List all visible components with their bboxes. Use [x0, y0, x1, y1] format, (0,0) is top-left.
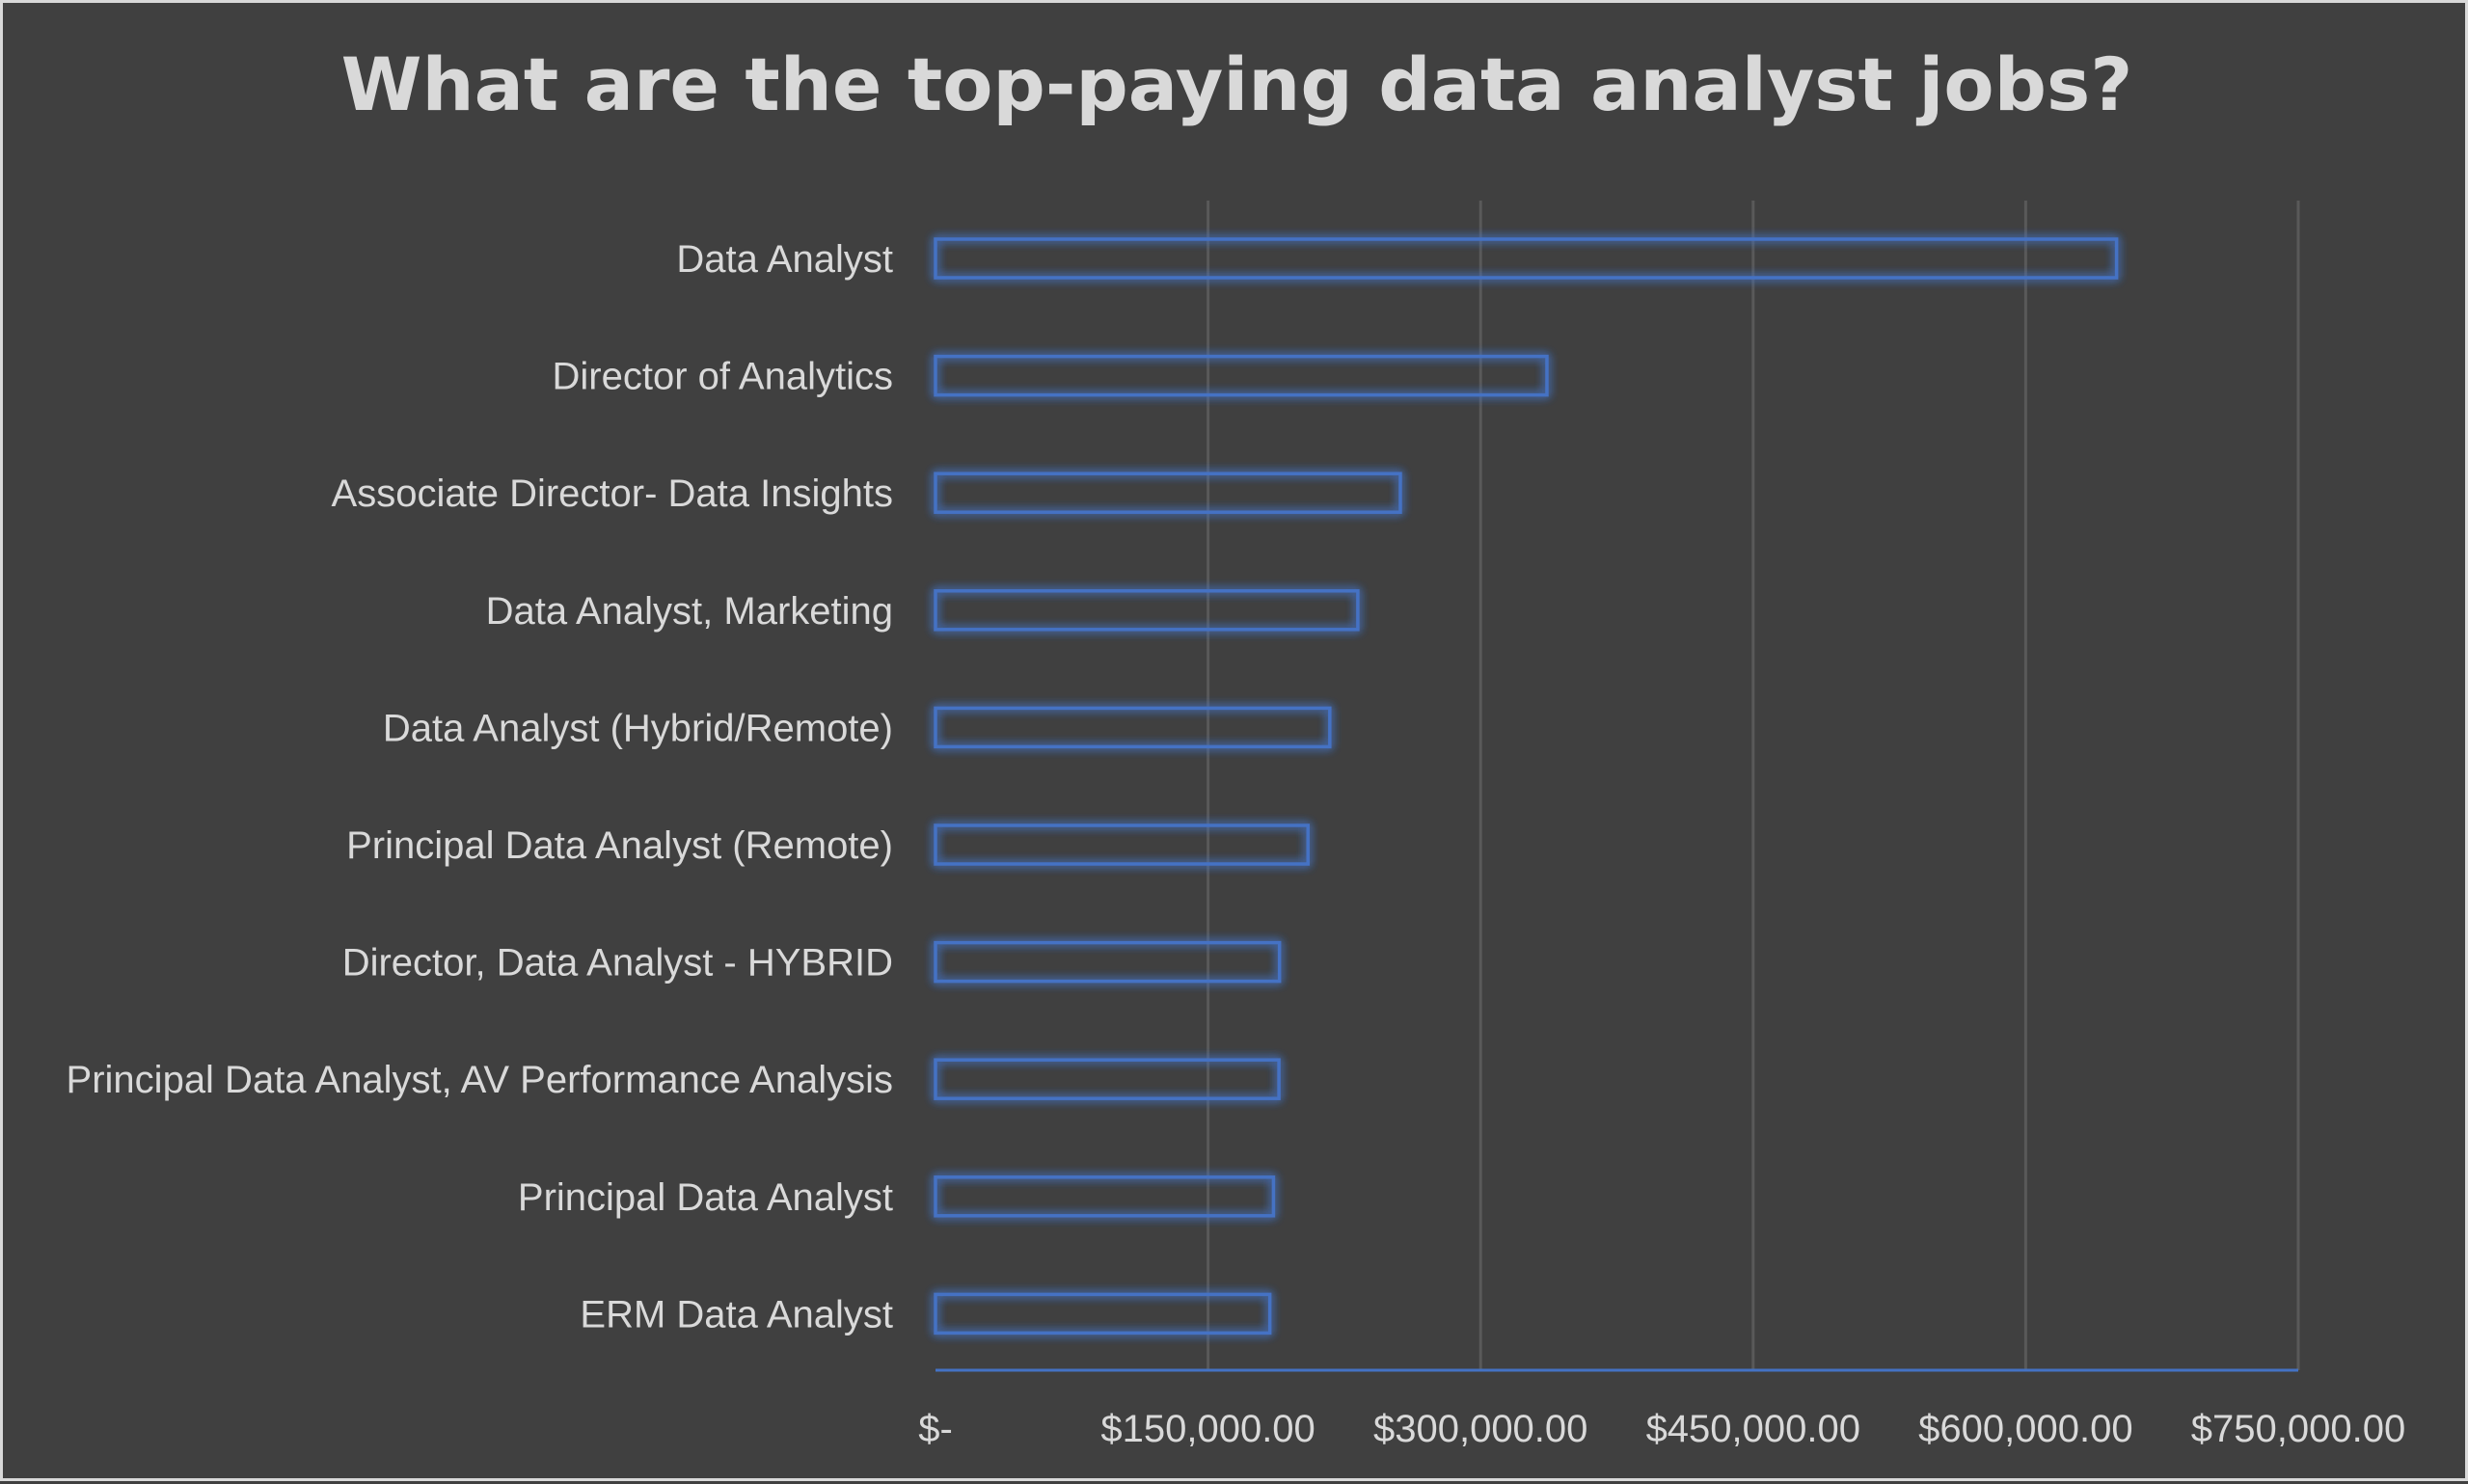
x-tick-labels: $- $150,000.00 $300,000.00 $450,000.00 $600,…: [918, 1408, 2405, 1450]
category-labels: Data Analyst Director of Analytics Associa…: [67, 238, 893, 1336]
bar: [934, 237, 2119, 280]
bar: [934, 354, 1549, 397]
category-label: Principal Data Analyst: [518, 1176, 893, 1219]
bars: [934, 237, 2119, 1336]
bar: [934, 706, 1332, 749]
bar: [934, 1292, 1272, 1336]
category-label: Associate Director- Data Insights: [332, 472, 893, 515]
bar: [934, 589, 1360, 632]
x-tick-label: $600,000.00: [1918, 1408, 2132, 1450]
category-label: Principal Data Analyst (Remote): [346, 824, 893, 867]
category-label: Director of Analytics: [553, 356, 893, 398]
gridlines: [936, 201, 2300, 1372]
chart-title: What are the top-paying data analyst job…: [340, 41, 2133, 127]
x-tick-label: $150,000.00: [1100, 1408, 1315, 1450]
bar-chart-plot: Data Analyst Director of Analytics Associa…: [67, 201, 2405, 1450]
category-label: Data Analyst: [676, 238, 893, 281]
x-tick-label: $450,000.00: [1646, 1408, 1860, 1450]
category-label: Director, Data Analyst - HYBRID: [342, 942, 893, 985]
x-tick-label: $750,000.00: [2191, 1408, 2405, 1450]
bar: [934, 472, 1402, 514]
category-label: Data Analyst, Marketing: [486, 590, 893, 633]
x-tick-label: $-: [918, 1408, 953, 1450]
category-label: Data Analyst (Hybrid/Remote): [383, 707, 893, 749]
bar: [934, 823, 1310, 866]
bar: [934, 1058, 1281, 1100]
bar: [934, 1175, 1276, 1218]
x-tick-label: $300,000.00: [1373, 1408, 1587, 1450]
category-label: ERM Data Analyst: [580, 1293, 893, 1336]
category-label: Principal Data Analyst, AV Performance A…: [67, 1059, 893, 1101]
bar: [934, 940, 1282, 984]
